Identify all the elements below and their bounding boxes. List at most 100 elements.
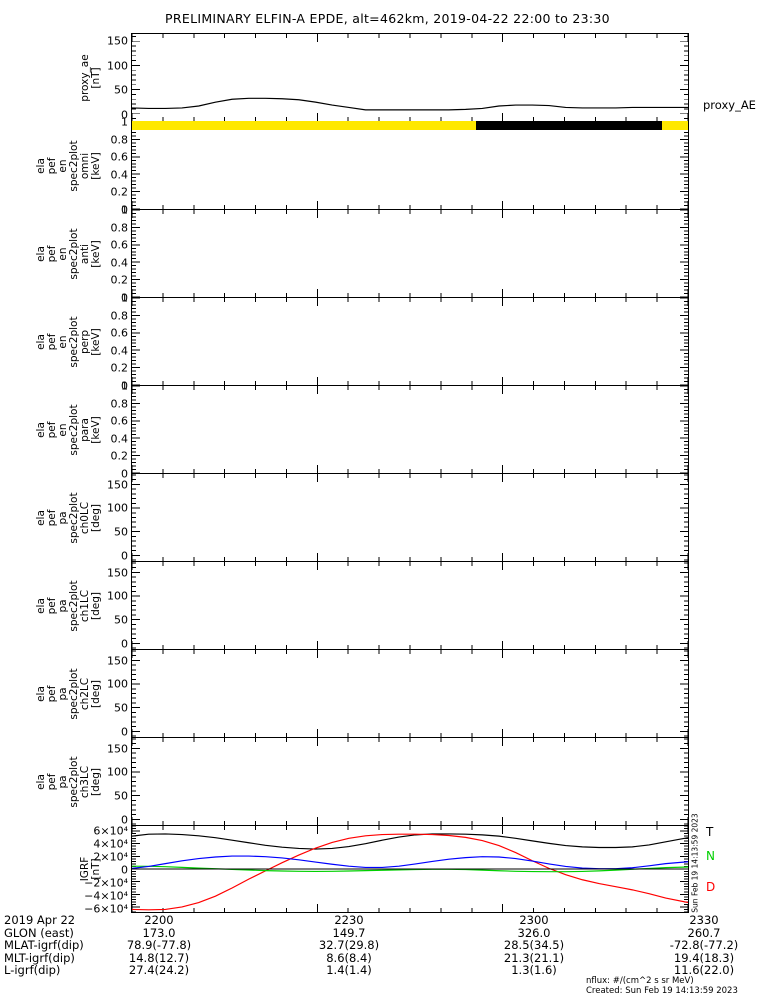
- ytick-igrf-0: 6×10⁴: [93, 824, 128, 838]
- ytick-igrf-6: −6×10⁴: [84, 902, 128, 916]
- annotation-label: L-igrf(dip): [4, 963, 61, 978]
- ytick-en-perp-5: 1: [121, 291, 128, 305]
- annotation-value: 11.6(22.0): [673, 963, 735, 978]
- annotation-value: 14.8(12.7): [128, 950, 190, 965]
- ytick-en-para-2: 0.4: [110, 432, 129, 446]
- series-igrf-blue: [132, 855, 688, 870]
- yaxis-title-part: [keV]: [90, 327, 102, 356]
- panel-en-perp: 0 0.2 0.4 0.6 0.8 1 ela pef en spec2plot perp [keV]: [35, 293, 689, 392]
- ytick-proxy-ae-2: 100: [107, 59, 128, 73]
- yaxis-title-pa-ch2lc: ela pef pa spec2plot ch2LC [deg]: [20, 650, 102, 737]
- annotation-row: 2019 Apr 22 2200 2230 2300 2330: [4, 913, 719, 927]
- ytick-en-omni-0: 0: [121, 203, 128, 217]
- ytick-pa-ch1lc-2: 100: [107, 589, 128, 603]
- ytick-pa-ch3lc-1: 50: [114, 789, 128, 803]
- yaxis-title-proxy-ae: proxy_ae [nT]: [20, 34, 102, 121]
- annotation-row: L-igrf(dip) 27.4(24.2) 1.4(1.4) 1.3(1.6) 11.…: [4, 963, 734, 978]
- ytick-igrf-5: −4×10⁴: [84, 889, 128, 903]
- panel-igrf: 6×10⁴ 4×10⁴ 2×10⁴ 0 −2×10⁴ −4×10⁴ −6×10⁴ IGRF [n…: [79, 825, 689, 914]
- annotation-value: 260.7: [687, 925, 721, 940]
- annotation-value: 27.4(24.2): [128, 963, 190, 978]
- ytick-pa-ch1lc-1: 50: [114, 613, 128, 627]
- yaxis-title-igrf: IGRF [nT]: [20, 826, 102, 912]
- ytick-pa-ch3lc-0: 0: [121, 813, 128, 827]
- panel-canvas-igrf: [132, 826, 688, 912]
- ytick-en-omni-5: 1: [121, 115, 128, 129]
- ytick-en-para-1: 0.2: [110, 449, 129, 463]
- ytick-pa-ch1lc-3: 150: [107, 566, 128, 580]
- annotation-value: 19.4(18.3): [673, 950, 735, 965]
- ytick-en-para-3: 0.6: [110, 414, 129, 428]
- ytick-en-perp-0: 0: [121, 379, 128, 393]
- ytick-en-anti-0: 0: [121, 291, 128, 305]
- series-d: [132, 833, 688, 911]
- annotation-value: 149.7: [332, 925, 366, 940]
- yaxis-title-part: [keV]: [90, 151, 102, 180]
- creation-stamp-text: Sun Feb 19 14:13:59 2023: [690, 813, 700, 913]
- daynight-bar: [132, 121, 688, 130]
- panel-pa-ch3lc: 0 50 100 150 ela pef pa spec2plot ch3LC [deg]: [35, 737, 689, 826]
- annotation-row: GLON (east) 173.0 149.7 326.0 260.7: [4, 925, 720, 940]
- ytick-en-omni-3: 0.6: [110, 150, 129, 164]
- panel-pa-ch1lc: 0 50 100 150 ela pef pa spec2plot ch1LC [deg]: [35, 561, 689, 650]
- panel-canvas-en-omni: [132, 122, 688, 209]
- annotation-value: 21.3(21.1): [503, 950, 565, 965]
- yaxis-title-en-para: ela pef en spec2plot para [keV]: [20, 386, 102, 473]
- panel-en-anti: 0 0.2 0.4 0.6 0.8 1 ela pef en spec2plot anti [keV]: [35, 205, 689, 304]
- ytick-pa-ch3lc-2: 100: [107, 765, 128, 779]
- yaxis-title-part: [deg]: [90, 767, 102, 796]
- ytick-en-omni-1: 0.2: [110, 185, 129, 199]
- annotation-table: 2019 Apr 22 2200 2230 2300 2330 GLON (east) 17…: [4, 913, 738, 978]
- annotation-row: MLAT-igrf(dip) 78.9(-77.8) 32.7(29.8) 28.5(…: [4, 938, 738, 953]
- creation-stamp-rotated: Sun Feb 19 14:13:59 2023: [688, 813, 702, 913]
- panel-canvas-pa-ch0lc: [132, 474, 688, 561]
- ytick-pa-ch1lc-0: 0: [121, 637, 128, 651]
- series-t: [132, 833, 688, 850]
- panel-en-para: 0 0.2 0.4 0.6 0.8 1 ela pef en spec2plot para [keV]: [35, 381, 689, 480]
- page-title: PRELIMINARY ELFIN-A EPDE, alt=462km, 201…: [165, 11, 610, 26]
- ytick-proxy-ae-3: 150: [107, 34, 128, 48]
- annotation-value: -72.8(-77.2): [669, 938, 739, 953]
- panel-canvas-en-perp: [132, 298, 688, 385]
- annotation-value: 28.5(34.5): [503, 938, 565, 953]
- yaxis-title-part: [deg]: [90, 679, 102, 708]
- yaxis-title-part: [deg]: [90, 503, 102, 532]
- ytick-en-perp-1: 0.2: [110, 361, 129, 375]
- proxy-ae-legend-label: proxy_AE: [703, 98, 756, 112]
- plot-stack: 0 50 100 150 proxy_ae [nT] 0 0.2 0.4 0.6 0.8 1 ela pe…: [35, 33, 689, 914]
- annotation-label: MLAT-igrf(dip): [4, 938, 84, 953]
- yaxis-title-part: [keV]: [90, 239, 102, 268]
- footer-units: nflux: #/(cm^2 s sr MeV): [586, 976, 694, 986]
- ytick-en-para-0: 0: [121, 467, 128, 481]
- ytick-pa-ch0lc-1: 50: [114, 525, 128, 539]
- annotation-value: 2230: [334, 913, 364, 927]
- ytick-pa-ch0lc-0: 0: [121, 549, 128, 563]
- annotation-value: 2200: [144, 913, 174, 927]
- ytick-pa-ch2lc-3: 150: [107, 654, 128, 668]
- ytick-en-anti-1: 0.2: [110, 273, 129, 287]
- annotation-value: 1.4(1.4): [326, 963, 372, 978]
- daynight-segment-day: [661, 121, 688, 130]
- annotation-value: 326.0: [517, 925, 551, 940]
- annotation-label: MLT-igrf(dip): [4, 950, 75, 965]
- ytick-en-perp-4: 0.8: [110, 309, 129, 323]
- yaxis-title-pa-ch0lc: ela pef pa spec2plot ch0LC [deg]: [20, 474, 102, 561]
- annotation-value: 32.7(29.8): [318, 938, 380, 953]
- ytick-igrf-3: 0: [121, 863, 128, 877]
- ytick-en-anti-3: 0.6: [110, 238, 129, 252]
- annotation-value: 2300: [519, 913, 549, 927]
- ytick-pa-ch2lc-0: 0: [121, 725, 128, 739]
- ytick-igrf-2: 2×10⁴: [93, 850, 128, 864]
- yaxis-title-part: [deg]: [90, 591, 102, 620]
- ytick-en-anti-4: 0.8: [110, 221, 129, 235]
- ytick-en-perp-2: 0.4: [110, 344, 129, 358]
- ytick-en-para-5: 1: [121, 379, 128, 393]
- annotation-value: 8.6(8.4): [326, 950, 372, 965]
- ytick-en-para-4: 0.8: [110, 397, 129, 411]
- panel-canvas-proxy-ae: [132, 34, 688, 121]
- ytick-en-omni-2: 0.4: [110, 168, 129, 182]
- series-proxy-ae: [132, 97, 688, 111]
- ytick-proxy-ae-0: 0: [121, 108, 128, 122]
- annotation-value: 1.3(1.6): [511, 963, 557, 978]
- annotation-value: 173.0: [142, 925, 176, 940]
